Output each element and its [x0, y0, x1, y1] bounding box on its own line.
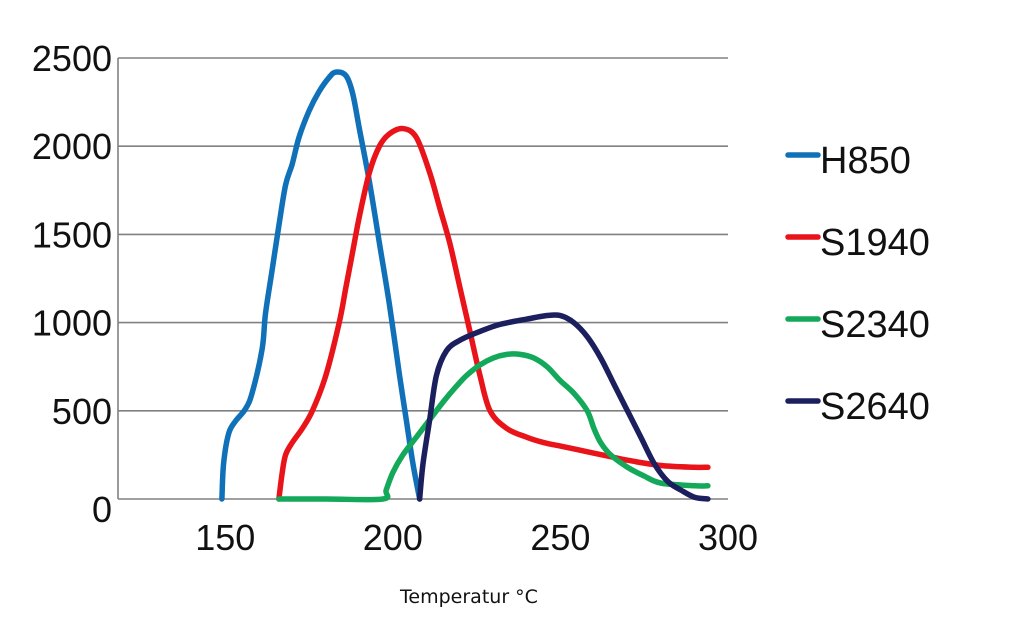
- legend: H850 S1940 S2340 S2640: [785, 140, 930, 428]
- y-tick-label: 1000: [32, 303, 112, 344]
- x-tick-label: 250: [530, 517, 590, 558]
- series-line-s2340: [276, 351, 711, 503]
- series-line-s1940: [276, 125, 711, 502]
- x-axis-label: Temperatur °C: [399, 586, 538, 608]
- legend-label-h850: H850: [820, 140, 911, 182]
- legend-label-s2640: S2640: [820, 386, 930, 428]
- x-tick-labels: 150 200 250 300: [195, 517, 758, 558]
- plot-series: [219, 69, 711, 503]
- x-tick-label: 150: [195, 517, 255, 558]
- y-tick-label: 500: [52, 391, 112, 432]
- x-tick-label: 200: [363, 517, 423, 558]
- y-tick-label: 2500: [32, 38, 112, 79]
- y-tick-label: 0: [92, 489, 112, 530]
- series-line-s2640: [416, 312, 711, 502]
- y-tick-label: 1500: [32, 214, 112, 255]
- y-tick-label: 2000: [32, 126, 112, 167]
- y-tick-labels: 0 500 1000 1500 2000 2500: [32, 38, 112, 530]
- x-tick-label: 300: [698, 517, 758, 558]
- series-line-h850: [219, 69, 423, 502]
- legend-label-s2340: S2340: [820, 304, 930, 346]
- legend-label-s1940: S1940: [820, 222, 930, 264]
